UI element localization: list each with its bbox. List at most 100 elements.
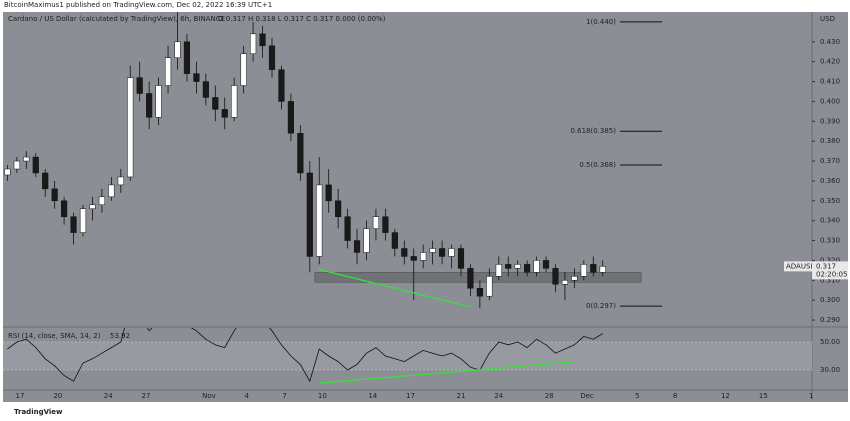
y-tick-label: 0.320 — [820, 256, 840, 264]
price-pane — [4, 12, 642, 309]
chart-background — [3, 12, 848, 402]
x-tick-label: 20 — [53, 392, 62, 400]
candle-body — [231, 85, 238, 118]
x-tick-label: 4 — [245, 392, 250, 400]
y-tick-label: 0.380 — [820, 137, 840, 145]
candle-body — [571, 276, 578, 281]
rsi-value: 53.92 — [110, 332, 130, 340]
y-tick-label: 0.290 — [820, 316, 840, 324]
y-tick-label: 0.420 — [820, 58, 840, 66]
y-tick-label: 0.350 — [820, 197, 840, 205]
candle-body — [429, 248, 436, 253]
candle-body — [391, 232, 398, 249]
fib-label: 0(0.297) — [586, 302, 616, 310]
candle-body — [268, 45, 276, 70]
last-price-symbol: ADAUSD — [786, 262, 816, 270]
rsi-tick-label: 50.00 — [820, 338, 840, 346]
candle-body — [590, 264, 597, 273]
y-axis-label: USD — [820, 15, 835, 23]
y-tick-label: 0.360 — [820, 177, 840, 185]
candle-body — [467, 268, 474, 289]
candle-body — [495, 264, 502, 277]
candle-body — [533, 260, 540, 273]
candle-body — [363, 228, 370, 253]
fib-label: 0.5(0.368) — [579, 161, 616, 169]
y-tick-label: 0.400 — [820, 97, 840, 105]
countdown: 02:20:05 — [816, 270, 847, 278]
x-tick-label: 28 — [545, 392, 554, 400]
support-zone — [314, 272, 642, 283]
candle-body — [250, 33, 257, 54]
fib-label: 1(0.440) — [586, 18, 616, 26]
candle-body — [486, 276, 493, 297]
x-tick-label: 17 — [16, 392, 25, 400]
candle-body — [316, 184, 323, 257]
x-tick-label: 12 — [721, 392, 730, 400]
candle-body — [70, 216, 77, 233]
candle-body — [51, 188, 58, 202]
rsi-tick-label: 30.00 — [820, 366, 840, 374]
y-tick-label: 0.370 — [820, 157, 840, 165]
y-tick-label: 0.300 — [820, 296, 840, 304]
candle-body — [61, 200, 68, 217]
candle-body — [382, 216, 389, 233]
candle-body — [23, 156, 30, 162]
rsi-line — [7, 328, 603, 383]
candle-body — [353, 240, 361, 253]
candle-body — [108, 184, 115, 198]
candle-body — [325, 184, 332, 202]
candle-body — [287, 101, 294, 134]
candle-body — [164, 57, 172, 86]
x-tick-label: 14 — [368, 392, 377, 400]
y-tick-label: 0.390 — [820, 117, 840, 125]
trendline — [319, 361, 572, 384]
x-tick-label: 24 — [104, 392, 113, 400]
symbol-title: Cardano / US Dollar (calculated by Tradi… — [8, 15, 225, 23]
rsi-pane — [3, 328, 812, 384]
candle-body — [542, 260, 550, 269]
candle-body — [127, 77, 134, 178]
candle-body — [372, 216, 380, 229]
candle-body — [32, 156, 39, 174]
candle-body — [155, 85, 162, 118]
last-price-box — [812, 261, 848, 280]
candle-body — [561, 280, 569, 285]
x-tick-label: 21 — [457, 392, 466, 400]
candle-body — [297, 132, 304, 174]
candle-body — [117, 176, 124, 186]
candle-body — [146, 93, 153, 118]
candle-body — [259, 33, 266, 47]
published: BitcoinMaximus1 published on TradingView… — [4, 1, 272, 9]
candle-body — [4, 168, 11, 176]
candle-body — [505, 264, 512, 269]
x-tick-label: 7 — [282, 392, 286, 400]
x-tick-label: 10 — [318, 392, 327, 400]
candle-body — [212, 97, 219, 110]
candle-body — [240, 53, 247, 86]
ohlc: O 0.317 H 0.318 L 0.317 C 0.317 0.000 (0… — [218, 15, 386, 23]
x-tick-label: 8 — [673, 392, 677, 400]
candle-body — [524, 264, 531, 273]
candle-body — [335, 200, 342, 217]
x-tick-label: 1 — [809, 392, 813, 400]
candle-body — [98, 196, 105, 206]
last-price: 0.317 — [816, 262, 836, 270]
candle-body — [401, 248, 408, 257]
candle-body — [183, 41, 191, 74]
candle-body — [79, 208, 87, 233]
candle-body — [42, 172, 49, 190]
y-tick-label: 0.340 — [820, 217, 840, 225]
candle-body — [457, 248, 465, 269]
x-tick-label: Dec — [580, 392, 594, 400]
candle-body — [202, 81, 209, 98]
footer-logo: TradingView — [14, 408, 63, 416]
x-tick-label: 5 — [635, 392, 639, 400]
candle-body — [193, 73, 200, 82]
candle-body — [136, 77, 143, 94]
y-tick-label: 0.430 — [820, 38, 840, 46]
candle-body — [476, 287, 483, 297]
candle-body — [13, 160, 20, 170]
x-tick-label: 27 — [142, 392, 151, 400]
